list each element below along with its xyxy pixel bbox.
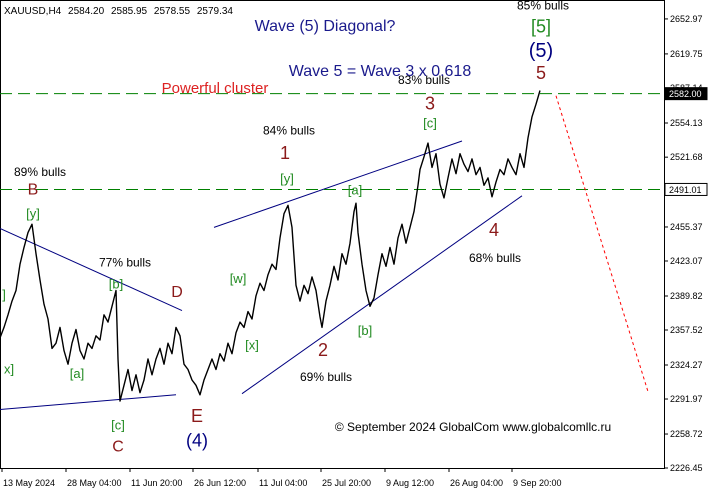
trend-line-diagonal-upper [213,140,463,228]
wave-label: 3 [425,93,435,113]
wave-label: D [171,284,183,301]
y-tick-label: 2226.45 [670,463,703,473]
plot-frame [0,0,665,469]
copyright-text: © September 2024 GlobalCom www.globalcom… [335,420,611,434]
y-tick-label: 2357.52 [670,325,703,335]
header-open: 2584.20 [68,6,105,17]
cluster-label: Powerful cluster [162,80,269,97]
wave-annotations: 89% bulls B [y] 77% bulls [b] D] x] [a] [c] C E (4)… [2,0,569,456]
wave-label: [a] [348,183,362,198]
wave-label: 69% bulls [300,370,352,384]
projection-line [555,95,649,392]
wave-label: 5 [536,63,546,83]
wave-label: [y] [26,206,40,221]
price-tags: 2582.00 2491.01 [664,87,708,196]
chart-title: Wave (5) Diagonal? [255,18,396,35]
wave-label: 2 [318,340,328,360]
x-tick-label: 11 Jun 20:00 [131,478,182,488]
y-tick-label: 2652.97 [670,14,703,24]
price-tag-box [664,182,708,196]
y-tick-label: 2423.07 [670,256,703,266]
wave-label: E [191,406,203,426]
header-symbol: XAUUSD,H4 [4,6,62,17]
wave-label: 1 [280,143,290,163]
wave-label: 89% bulls [14,165,66,179]
trend-line-triangle-lower [0,394,177,411]
wave-label: (4) [186,430,208,450]
chart-subtitle: Wave 5 = Wave 3 x 0.618 [289,63,472,80]
wave-label: [y] [280,171,294,186]
wave-label: [b] [358,323,372,338]
price-series [0,90,541,402]
wave-label: 4 [489,220,499,240]
wave-label: ] [2,287,6,302]
wave-label: B [28,182,39,199]
chart-header: XAUUSD,H4 2584.20 2585.95 2578.55 2579.3… [4,6,233,17]
y-tick-label: 2619.75 [670,49,703,59]
y-tick-label: 2324.27 [670,360,703,370]
y-axis: 2652.972619.752587.142554.132521.682488.… [664,14,703,473]
y-tick-label: 2291.97 [670,394,703,404]
price-tag-label: 2582.00 [669,89,702,99]
y-tick-label: 2554.13 [670,118,703,128]
trend-line-diagonal-lower [241,195,523,395]
wave-label: 68% bulls [469,251,521,265]
wave-label: 84% bulls [263,124,315,138]
x-tick-label: 13 May 2024 [3,478,55,488]
x-axis: 13 May 2024 28 May 04:00 11 Jun 20:00 26 Ju… [1,468,562,488]
y-tick-label: 2455.37 [670,222,703,232]
x-tick-label: 9 Aug 12:00 [386,478,434,488]
wave-label: C [112,439,124,456]
x-tick-label: 26 Jun 12:00 [194,478,246,488]
x-tick-label: 9 Sep 20:00 [513,478,562,488]
wave-label: [x] [245,337,259,352]
x-tick-label: 26 Aug 04:00 [450,478,503,488]
x-tick-label: 25 Jul 20:00 [322,478,371,488]
trend-line-triangle-upper [0,227,183,311]
wave-label: [c] [423,115,437,130]
price-tag-box [664,87,708,101]
header-low: 2578.55 [154,6,191,17]
y-tick-label: 2258.72 [670,429,703,439]
y-tick-label: 2521.68 [670,152,703,162]
wave-label: x] [4,362,14,377]
wave-label: 85% bulls [517,0,569,12]
y-tick-label: 2389.82 [670,291,703,301]
wave-label: [b] [109,276,123,291]
horizontal-lines [0,93,664,190]
wave-label: [5] [531,17,551,37]
wave-label: 77% bulls [99,255,151,269]
x-tick-label: 11 Jul 04:00 [259,478,307,488]
wave-label: [w] [230,271,247,286]
header-close: 2579.34 [197,6,234,17]
projection-dotted-line [555,95,649,392]
wave-label: [a] [70,366,84,381]
wave-label: (5) [529,40,553,62]
header-high: 2585.95 [111,6,148,17]
price-line [0,90,541,402]
x-tick-label: 28 May 04:00 [67,478,122,488]
price-tag-label: 2491.01 [669,185,702,195]
wave-label: 83% bulls [398,73,450,87]
trend-lines [0,140,523,411]
wave-label: [c] [111,418,125,433]
